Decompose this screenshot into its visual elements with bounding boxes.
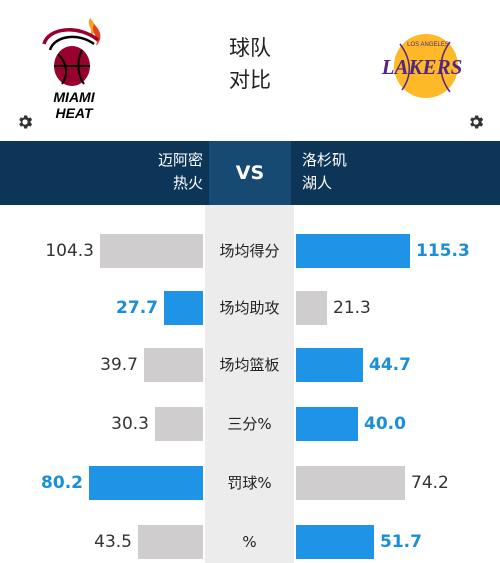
right-team-nickname: 湖人: [302, 174, 333, 192]
settings-gear-icon[interactable]: [16, 113, 34, 131]
stat-label-column: [205, 205, 294, 563]
page-title-line1: 球队: [229, 36, 271, 60]
left-stat-value: 27.7: [116, 298, 158, 318]
left-stat-value: 80.2: [41, 473, 83, 493]
right-stat-bar: [296, 291, 327, 325]
left-stat-value: 30.3: [111, 414, 149, 434]
right-stat-bar: [296, 466, 405, 500]
heat-logo-text-heat: HEAT: [55, 105, 94, 121]
stat-label: %: [242, 533, 257, 551]
left-stat-value: 43.5: [94, 532, 132, 552]
left-team-nickname: 热火: [172, 174, 203, 192]
stat-label: 场均篮板: [219, 356, 280, 374]
right-stat-value: 44.7: [369, 355, 411, 375]
stat-label: 罚球%: [227, 474, 272, 492]
left-stat-value: 39.7: [100, 355, 138, 375]
right-stat-value: 51.7: [380, 532, 422, 552]
left-stat-value: 104.3: [45, 241, 94, 261]
team-header-bar: 迈阿密 热火 VS 洛杉矶 湖人: [0, 141, 500, 205]
stat-label: 场均助攻: [219, 299, 280, 317]
stat-label: 场均得分: [219, 242, 280, 260]
right-team-name[interactable]: 洛杉矶 湖人: [302, 149, 347, 195]
left-stat-bar: [138, 525, 203, 559]
right-stat-bar: [296, 234, 410, 268]
right-team-city: 洛杉矶: [302, 151, 348, 169]
right-stat-value: 21.3: [333, 298, 371, 318]
stat-label: 三分%: [227, 415, 272, 433]
left-team-city: 迈阿密: [157, 151, 203, 169]
lakers-logo-text: LAKERS: [381, 55, 463, 79]
right-stat-value: 40.0: [364, 414, 406, 434]
right-stat-bar: [296, 525, 374, 559]
heat-logo-text-miami: MIAMI: [53, 89, 95, 105]
right-stat-bar: [296, 407, 358, 441]
left-team-name[interactable]: 迈阿密 热火: [158, 149, 203, 195]
page-title-line2: 对比: [229, 68, 271, 92]
right-stat-value: 74.2: [411, 473, 449, 493]
lakers-logo-small-text: LOS ANGELES: [407, 42, 449, 48]
left-stat-bar: [155, 407, 203, 441]
left-stat-bar: [144, 348, 203, 382]
settings-gear-icon[interactable]: [467, 113, 485, 131]
right-stat-value: 115.3: [416, 241, 470, 261]
vs-label: VS: [209, 141, 291, 205]
left-stat-bar: [164, 291, 203, 325]
left-stat-bar: [89, 466, 203, 500]
miami-heat-logo: MIAMI HEAT: [42, 18, 101, 121]
lakers-logo: LOS ANGELES LAKERS: [381, 34, 463, 98]
page-title: 球队 对比: [200, 32, 300, 96]
right-stat-bar: [296, 348, 363, 382]
left-stat-bar: [100, 234, 203, 268]
header-area: MIAMI HEAT 球队 对比 LOS ANGELES LAKERS: [0, 0, 500, 141]
